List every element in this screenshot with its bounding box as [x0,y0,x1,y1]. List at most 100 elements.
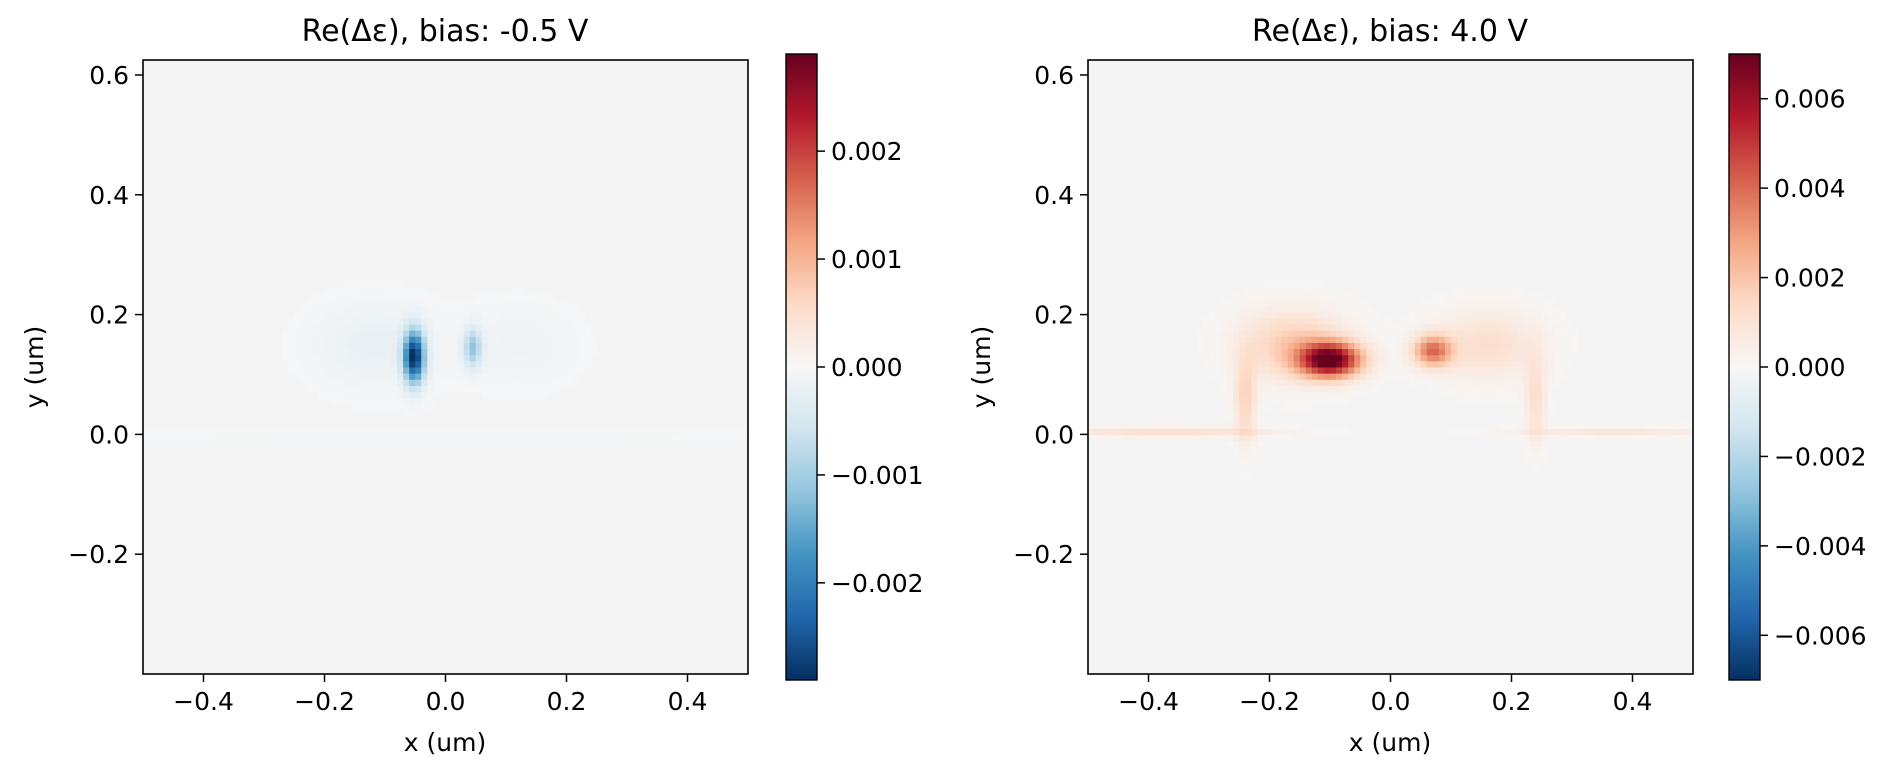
heatmap-cell [512,385,519,393]
heatmap-cell [1426,373,1434,380]
heatmap-cell [1227,434,1234,442]
heatmap-cell [397,342,404,350]
heatmap-cell [1529,391,1537,399]
heatmap-cell [1269,397,1277,405]
heatmap-cell [1239,391,1246,399]
heatmap-cell [1305,391,1313,399]
heatmap-cell [627,428,634,436]
heatmap-cell [433,342,440,350]
heatmap-cell [1209,422,1216,429]
heatmap-cell [524,317,531,325]
heatmap-cell [1481,397,1488,405]
heatmap-cell [1251,446,1258,454]
heatmap-cell [1293,385,1301,393]
heatmap-cell [463,311,471,319]
heatmap-cell [385,311,392,319]
heatmap-cell [421,385,428,393]
heatmap-cell [288,317,295,325]
heatmap-cell [421,428,428,436]
heatmap-cell [560,305,567,313]
heatmap-cell [1245,452,1252,460]
heatmap-cell [1475,336,1482,343]
heatmap-cell [451,342,459,350]
heatmap-cell [191,428,198,436]
heatmap-cell [1233,440,1240,448]
heatmap-cell [1529,403,1537,411]
heatmap-cell [1487,299,1494,307]
heatmap-cell [1287,281,1295,288]
heatmap-cell [1239,459,1246,466]
heatmap-cell [1317,354,1325,362]
heatmap-cell [366,305,374,313]
heatmap-cell [372,403,380,411]
heatmap-cell [366,397,374,405]
heatmap-cell [1336,311,1343,319]
heatmap-cell [481,336,489,343]
heatmap-cell [518,293,525,300]
heatmap-cell [1323,293,1331,300]
heatmap-cell [397,434,404,442]
heatmap-cell [391,287,398,294]
heatmap-cell [1463,342,1470,350]
heatmap-cell [451,317,459,325]
heatmap-cell [1493,385,1500,393]
heatmap-cell [457,428,465,436]
heatmap-cell [1469,397,1476,405]
heatmap-cell [1372,336,1379,343]
heatmap-cell [1354,317,1361,325]
heatmap-cell [1535,324,1543,331]
heatmap-cell [1535,311,1543,319]
heatmap-cell [409,409,416,417]
heatmap-cell [1547,409,1555,417]
heatmap-cell [1287,397,1295,405]
heatmap-cell [1517,367,1525,374]
heatmap-cell [1535,293,1543,300]
heatmap-cell [1336,385,1343,393]
heatmap-cell [366,360,374,368]
heatmap-cell [348,324,356,331]
heatmap-cell [1348,311,1355,319]
heatmap-cell [1529,348,1537,356]
heatmap-cell [1281,305,1289,313]
heatmap-cell [536,317,543,325]
heatmap-cell [1221,422,1228,429]
heatmap-cell [1287,354,1295,362]
heatmap-cell [318,367,325,374]
heatmap-cell [1529,311,1537,319]
heatmap-cell [1305,354,1313,362]
heatmap-cell [536,324,543,331]
heatmap-cell [391,281,398,288]
x-tick-label: 0.4 [668,687,708,716]
heatmap-cell [439,324,446,331]
heatmap-cell [288,428,295,436]
heatmap-cell [1275,373,1283,380]
heatmap-cell [506,360,513,368]
heatmap-cell [409,330,416,337]
heatmap-cell [1221,434,1228,442]
heatmap-cell [475,367,483,374]
heatmap-cell [560,348,567,356]
heatmap-cell [499,342,507,350]
heatmap-cell [487,317,495,325]
heatmap-cell [1614,422,1621,429]
heatmap-cell [1251,348,1258,356]
heatmap-cell [451,385,459,393]
heatmap-cell [1263,330,1270,337]
heatmap-cell [1330,397,1337,405]
heatmap-cell [1330,299,1337,307]
heatmap-cell [584,354,592,362]
heatmap-cell [1245,342,1252,350]
heatmap-cell [1523,446,1531,454]
heatmap-cell [1202,342,1210,350]
heatmap-cell [1626,434,1633,442]
heatmap-cell [1432,373,1440,380]
heatmap-cell [1342,293,1349,300]
heatmap-cell [391,385,398,393]
heatmap-cell [499,434,507,442]
heatmap-cell [360,330,368,337]
heatmap-cell [427,379,434,386]
heatmap-cell [197,434,204,442]
heatmap-cell [1390,324,1398,331]
heatmap-cell [294,336,301,343]
heatmap-cell [445,379,453,386]
